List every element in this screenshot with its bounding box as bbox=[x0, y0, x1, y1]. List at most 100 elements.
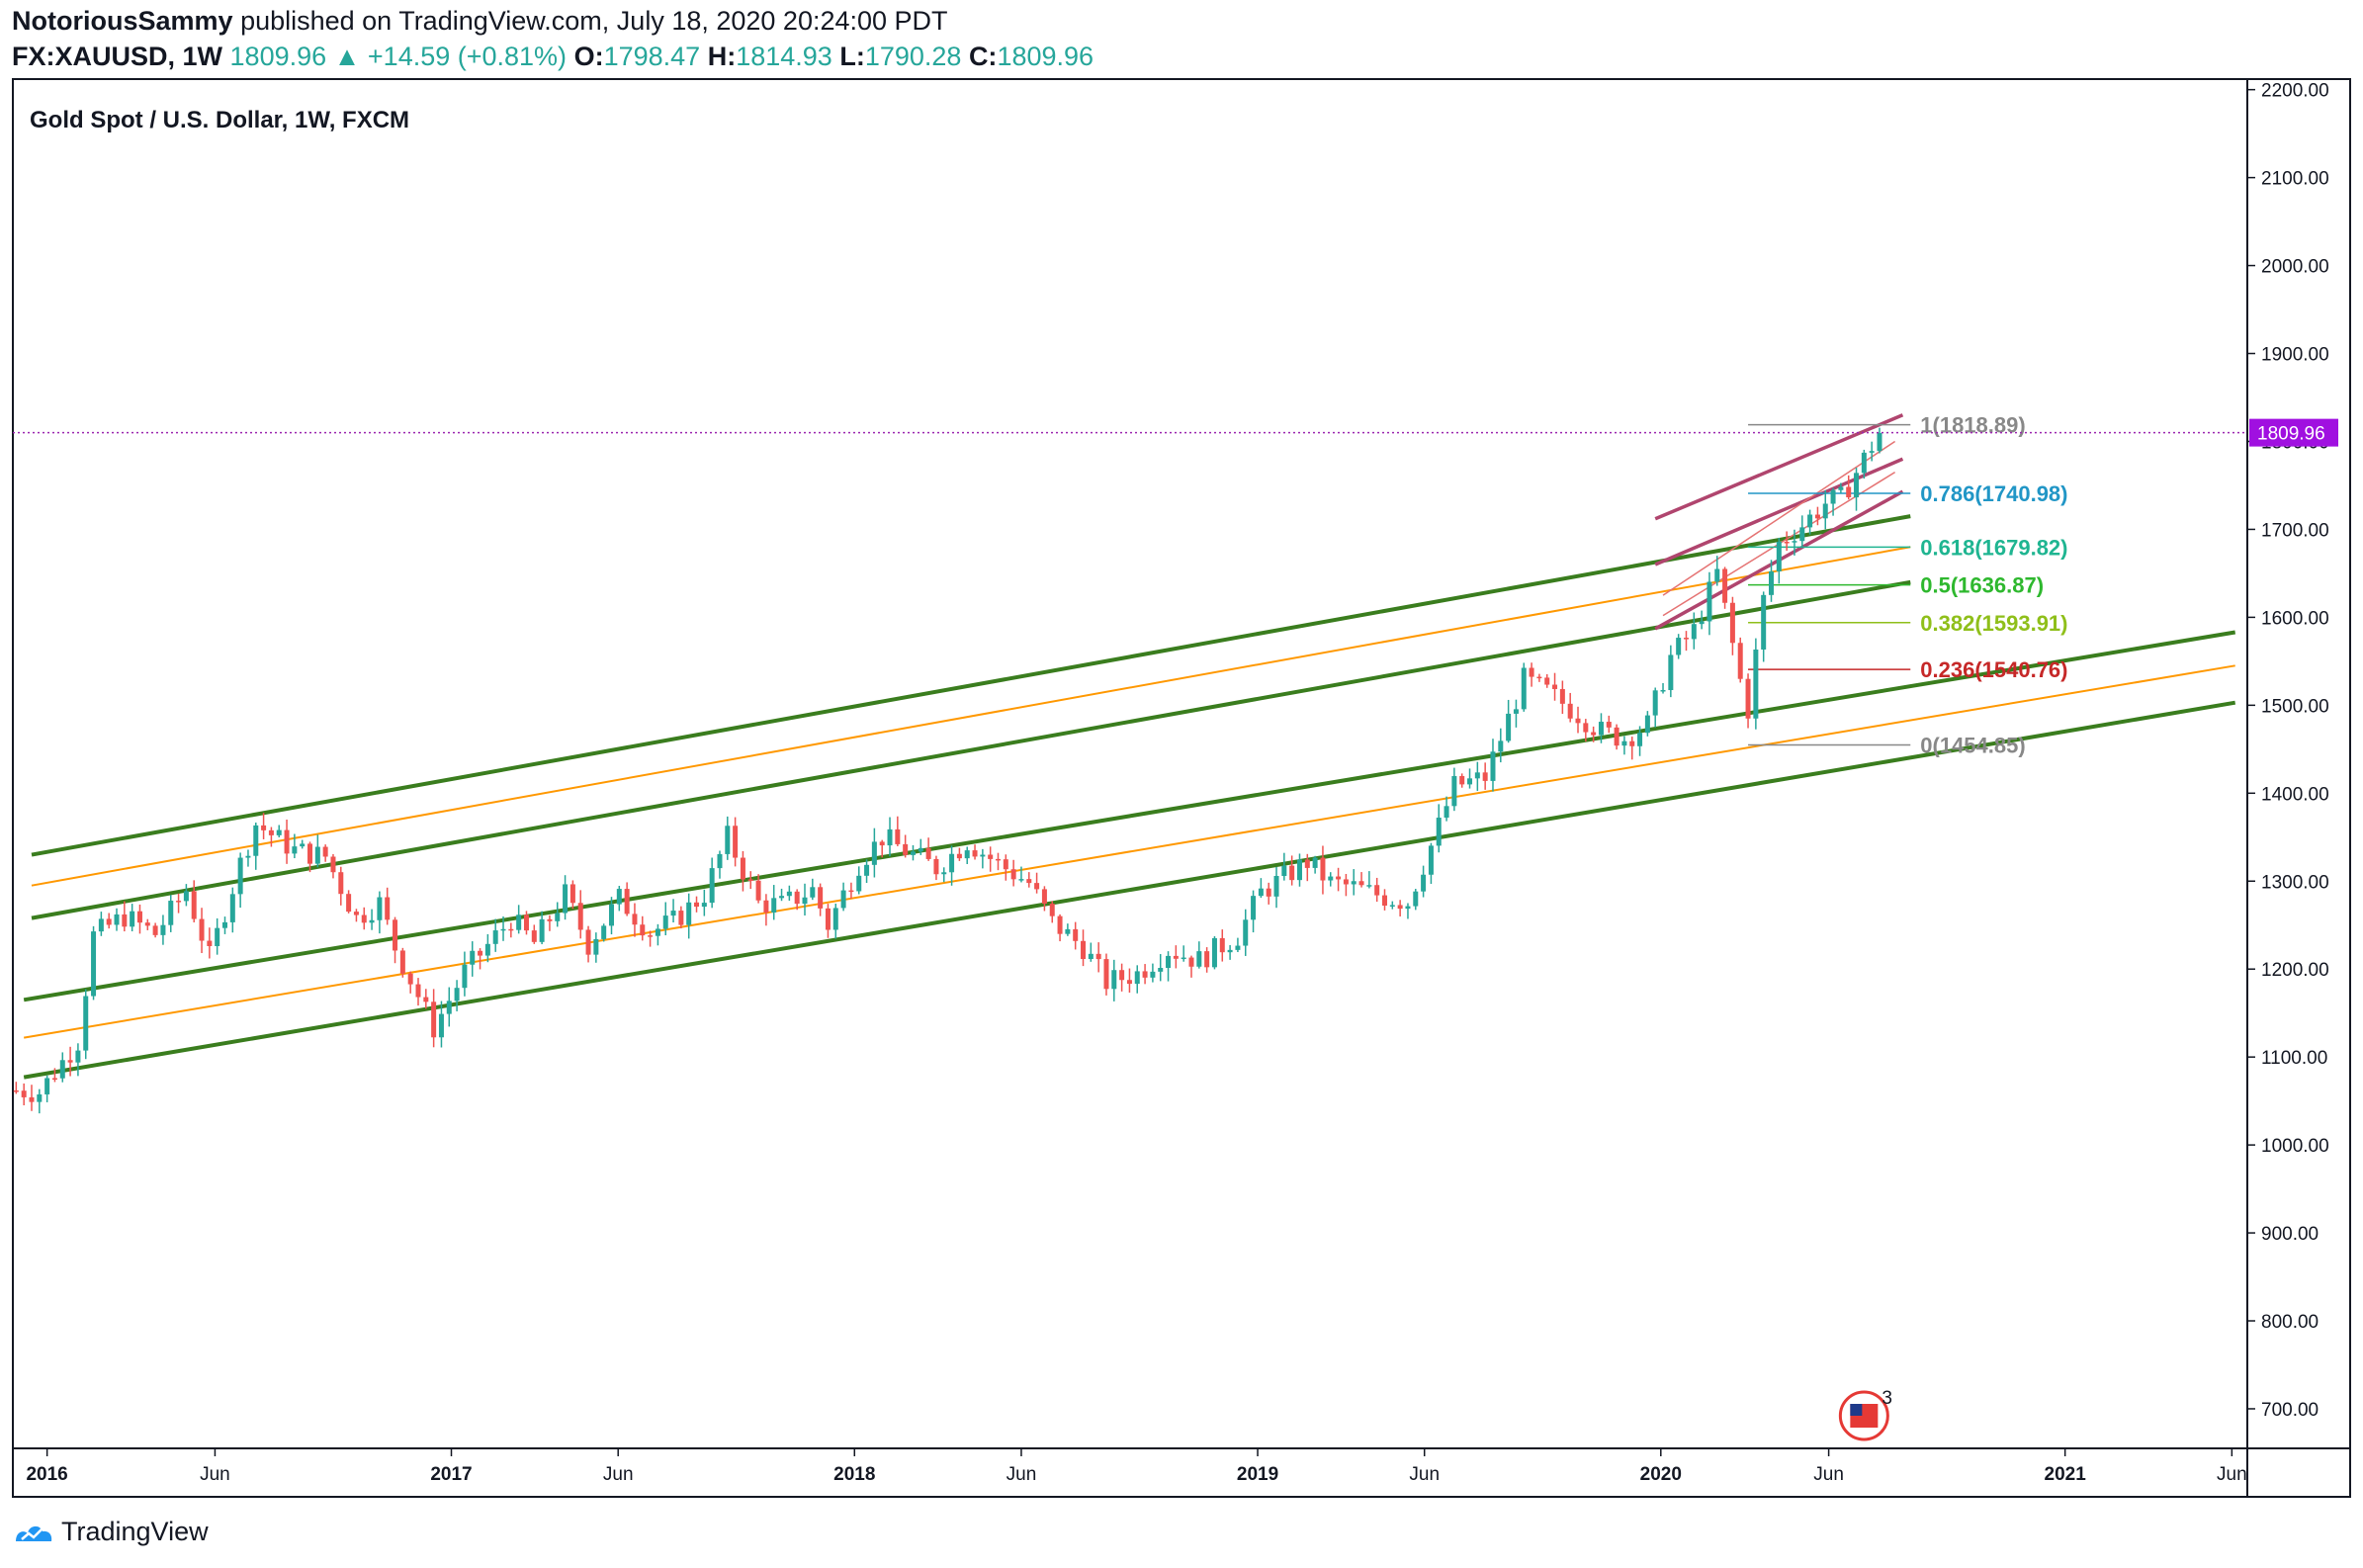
candle-body bbox=[1204, 951, 1210, 968]
candle-body bbox=[253, 825, 259, 856]
candle-body bbox=[1088, 953, 1094, 960]
candle-body bbox=[500, 928, 506, 931]
candle-body bbox=[1714, 568, 1720, 582]
candle-body bbox=[1598, 722, 1604, 736]
y-tick-label: 2100.00 bbox=[2261, 169, 2329, 190]
candle-body bbox=[662, 915, 668, 929]
candle-body bbox=[21, 1090, 27, 1097]
candle-body bbox=[423, 997, 429, 1002]
candle-body bbox=[75, 1050, 81, 1063]
x-tick-label: 2016 bbox=[26, 1464, 67, 1485]
candle-body bbox=[385, 897, 391, 920]
low-label: L: bbox=[839, 42, 865, 71]
y-tick-label: 2000.00 bbox=[2261, 257, 2329, 278]
candle-body bbox=[786, 891, 792, 897]
candle-body bbox=[523, 915, 529, 931]
candle-body bbox=[245, 855, 251, 858]
candle-body bbox=[1389, 905, 1395, 907]
candle-body bbox=[1482, 772, 1488, 781]
candle-body bbox=[152, 925, 158, 935]
candle-body bbox=[144, 922, 150, 926]
orange-channel-line[interactable] bbox=[24, 664, 2235, 1039]
orange-channel-line[interactable] bbox=[31, 546, 1911, 887]
time-axis[interactable]: 2016 Jun 2017 Jun 2018 Jun 2019 Jun 2020 Jun 2021 J… bbox=[26, 1448, 2247, 1485]
candle-body bbox=[825, 908, 831, 930]
economic-event-marker[interactable]: 3 bbox=[1838, 1388, 1892, 1441]
candle-body bbox=[879, 841, 885, 846]
candle-body bbox=[941, 872, 947, 875]
pitchfork-lines[interactable] bbox=[1654, 413, 1904, 631]
candle-body bbox=[1158, 968, 1164, 972]
candle-body bbox=[1243, 919, 1249, 946]
candle-body bbox=[454, 988, 460, 1002]
candle-body bbox=[377, 897, 383, 920]
candle-body bbox=[168, 901, 174, 925]
candle-body bbox=[369, 919, 375, 923]
author-name[interactable]: NotoriousSammy bbox=[12, 6, 233, 36]
candle-body bbox=[640, 924, 646, 936]
candle-body bbox=[949, 853, 955, 873]
last-price-tag-label: 1809.96 bbox=[2257, 424, 2325, 445]
candle-body bbox=[925, 847, 931, 859]
candle-body bbox=[1869, 451, 1875, 453]
y-tick-label: 1300.00 bbox=[2261, 872, 2329, 893]
candle-body bbox=[237, 857, 243, 895]
green-channel-line[interactable] bbox=[31, 514, 1911, 857]
candle-body bbox=[832, 908, 838, 930]
candle-body bbox=[1621, 740, 1627, 746]
candle-body bbox=[1474, 772, 1480, 779]
pitchfork-line[interactable] bbox=[1654, 457, 1904, 566]
price-axis[interactable]: 2200.002100.002000.001900.001800.001700.… bbox=[2247, 81, 2329, 1421]
fib-level-label: 1(1818.89) bbox=[1920, 413, 2025, 438]
candle-body bbox=[1173, 955, 1179, 959]
candle-body bbox=[1057, 915, 1063, 934]
fib-level-label: 0.786(1740.98) bbox=[1920, 481, 2067, 506]
candle-body bbox=[608, 904, 614, 926]
price-change: +14.59 (+0.81%) bbox=[367, 42, 568, 71]
candle-body bbox=[338, 872, 344, 895]
fib-level-label: 0.5(1636.87) bbox=[1920, 573, 2044, 598]
candle-body bbox=[114, 914, 120, 925]
low-value: 1790.28 bbox=[864, 42, 962, 71]
tradingview-footer[interactable]: TradingView bbox=[14, 1517, 209, 1547]
candle-body bbox=[802, 897, 808, 905]
candle-body bbox=[1490, 751, 1496, 781]
candle-body bbox=[1854, 473, 1860, 498]
x-tick-label: Jun bbox=[200, 1464, 230, 1485]
candle-body bbox=[1591, 732, 1597, 736]
candle-body bbox=[438, 1013, 444, 1038]
candle-body bbox=[531, 930, 537, 942]
candle-body bbox=[988, 854, 994, 859]
green-channel-line[interactable] bbox=[23, 700, 2236, 1080]
green-channel-line[interactable] bbox=[23, 630, 2236, 1002]
candle-body bbox=[1119, 970, 1125, 981]
candle-body bbox=[91, 931, 97, 997]
candle-body bbox=[122, 914, 128, 927]
channel-lines[interactable] bbox=[23, 514, 2236, 1080]
candle-body bbox=[1421, 874, 1427, 892]
candle-body bbox=[1707, 581, 1712, 622]
candle-body bbox=[1026, 879, 1032, 884]
pitchfork-line[interactable] bbox=[1654, 413, 1904, 521]
pitchfork-line[interactable] bbox=[1662, 440, 1896, 596]
fibonacci-retracement[interactable]: 1(1818.89) 0.786(1740.98) 0.618(1679.82) 0.… bbox=[1748, 413, 2068, 758]
green-channel-line[interactable] bbox=[31, 579, 1911, 920]
candle-body bbox=[215, 927, 220, 946]
candle-body bbox=[648, 935, 654, 937]
candle-body bbox=[632, 914, 638, 925]
candle-body bbox=[1799, 527, 1805, 542]
candle-body bbox=[1513, 709, 1519, 714]
candle-body bbox=[593, 938, 599, 955]
candle-body bbox=[871, 841, 877, 865]
candle-body bbox=[1683, 638, 1689, 640]
candle-body bbox=[1822, 503, 1828, 519]
candle-body bbox=[856, 875, 862, 892]
candle-body bbox=[547, 918, 553, 921]
candle-body bbox=[261, 825, 267, 830]
candle-body bbox=[1296, 859, 1302, 881]
high-label: H: bbox=[707, 42, 737, 71]
y-tick-label: 1600.00 bbox=[2261, 608, 2329, 629]
candle-body bbox=[848, 890, 854, 893]
candle-body bbox=[686, 902, 692, 925]
